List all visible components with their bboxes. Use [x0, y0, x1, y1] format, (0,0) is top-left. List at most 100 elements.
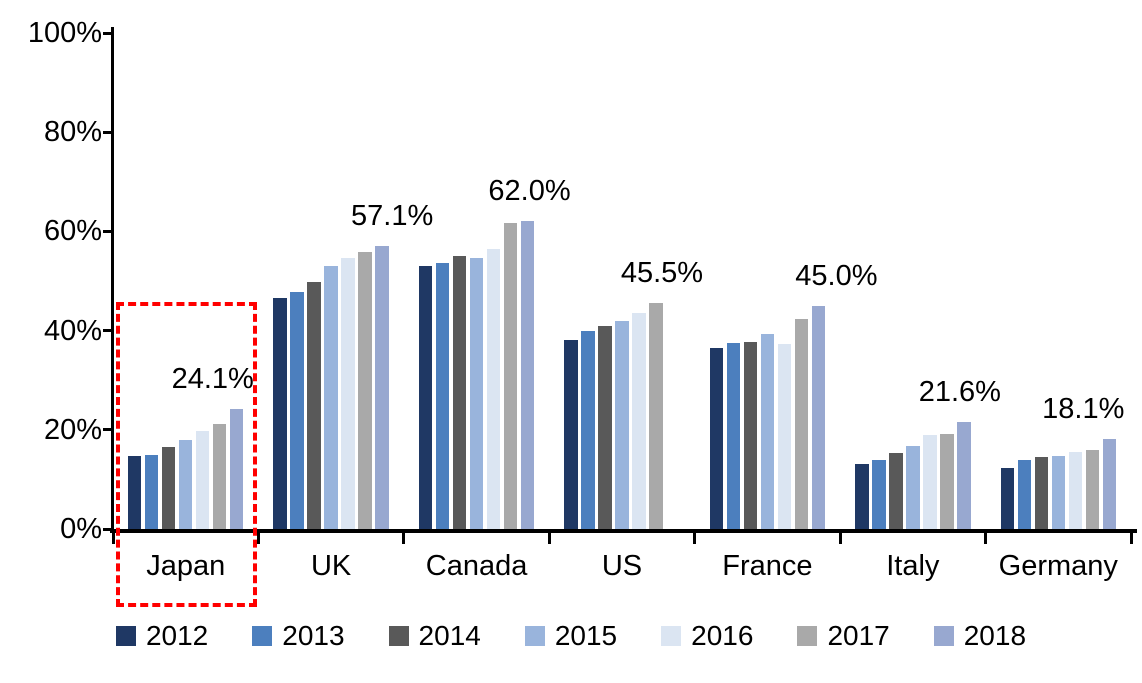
- bar-group-japan: Japan 24.1%: [113, 33, 258, 582]
- bar-france-2015: [760, 334, 775, 529]
- x-tick-mark: [111, 533, 115, 544]
- bar-us-2013: [581, 330, 595, 529]
- legend-item-2014: 2014: [388, 620, 481, 651]
- bar-canada-2017: [503, 223, 518, 529]
- x-tick-mark: [547, 533, 551, 544]
- legend-swatch-2017: [797, 626, 818, 646]
- x-tick-mark: [838, 533, 842, 544]
- bars-japan: [113, 33, 258, 529]
- bar-japan-2017: [212, 424, 227, 529]
- legend-label-2015: 2015: [554, 620, 618, 651]
- y-tick-label-60pct: 60%: [43, 215, 102, 248]
- bar-canada-2018: [520, 221, 535, 529]
- category-label-france: France: [722, 550, 813, 582]
- bar-germany-2018: [1102, 439, 1117, 529]
- category-label-us: US: [601, 550, 643, 582]
- y-tick-label-40pct: 40%: [43, 314, 102, 347]
- legend-swatch-2013: [252, 626, 273, 646]
- bar-italy-2012: [855, 463, 869, 529]
- bar-france-2017: [794, 319, 809, 529]
- bar-japan-2018: [229, 409, 244, 529]
- y-tick-label-80pct: 80%: [43, 116, 102, 149]
- data-label-uk: 57.1%: [351, 199, 434, 232]
- data-label-canada: 62.0%: [488, 175, 571, 208]
- bar-italy-2016: [923, 435, 937, 529]
- bars-canada: [404, 33, 549, 529]
- bar-france-2014: [743, 342, 758, 529]
- legend-swatch-2014: [388, 626, 409, 646]
- x-tick-mark: [984, 533, 988, 544]
- bar-uk-2018: [375, 245, 389, 529]
- legend-item-2016: 2016: [661, 621, 753, 651]
- y-tick-mark: [103, 130, 113, 134]
- bar-group-us: US 45.5%: [549, 33, 703, 582]
- legend-item-2015: 2015: [524, 620, 618, 651]
- bar-germany-2015: [1051, 456, 1066, 529]
- legend-label-2012: 2012: [145, 620, 209, 651]
- legend-swatch-2015: [524, 626, 545, 646]
- category-label-germany: Germany: [998, 550, 1118, 582]
- data-label-france: 45.0%: [795, 259, 878, 292]
- y-tick-mark: [103, 428, 113, 432]
- legend-item-2018: 2018: [933, 620, 1027, 651]
- x-tick-mark: [402, 533, 406, 544]
- bars-france: [695, 33, 840, 529]
- legend-label-2016: 2016: [691, 620, 754, 651]
- y-axis-line: [111, 27, 114, 533]
- bar-canada-2012: [418, 266, 433, 529]
- data-label-germany: 18.1%: [1042, 393, 1125, 426]
- bar-us-2012: [564, 339, 578, 529]
- category-label-italy: Italy: [886, 550, 940, 582]
- japan-highlight-box: [116, 302, 258, 607]
- x-tick-mark: [256, 533, 260, 544]
- bar-italy-2018: [957, 421, 971, 529]
- x-tick-mark: [1129, 533, 1133, 544]
- legend: 2012 2013 2014 2015 2016 2017 2018: [0, 621, 1142, 651]
- bar-uk-2014: [307, 282, 321, 529]
- legend-item-2012: 2012: [115, 620, 209, 651]
- bar-germany-2012: [1000, 467, 1015, 529]
- bar-group-italy: Italy 21.6%: [840, 33, 1001, 582]
- legend-label-2014: 2014: [418, 620, 481, 651]
- data-label-us: 45.5%: [620, 257, 704, 290]
- bar-germany-2016: [1068, 452, 1083, 529]
- bar-canada-2015: [469, 257, 484, 529]
- legend-label-2018: 2018: [963, 620, 1027, 651]
- bar-group-canada: Canada 62.0%: [404, 33, 571, 582]
- bar-japan-2015: [178, 439, 193, 529]
- bar-japan-2014: [161, 446, 176, 529]
- x-tick-mark: [693, 533, 697, 544]
- legend-label-2013: 2013: [282, 620, 345, 651]
- bar-italy-2014: [889, 453, 903, 529]
- bar-us-2016: [632, 312, 646, 529]
- bar-canada-2013: [435, 263, 450, 529]
- legend-item-2017: 2017: [797, 620, 890, 651]
- bar-group-france: France 45.0%: [695, 33, 878, 582]
- bar-france-2018: [811, 305, 826, 529]
- bar-us-2014: [598, 325, 612, 529]
- data-label-italy: 21.6%: [918, 375, 1001, 408]
- bar-group-uk: UK 57.1%: [258, 33, 433, 582]
- y-tick-mark: [103, 31, 113, 35]
- bars-us: [549, 33, 694, 529]
- bar-italy-2015: [906, 445, 920, 529]
- x-axis-line: [110, 529, 1137, 533]
- bar-us-2015: [615, 320, 629, 529]
- category-label-canada: Canada: [425, 550, 528, 582]
- bar-canada-2014: [452, 256, 467, 529]
- bar-uk-2012: [273, 298, 287, 529]
- bar-france-2016: [777, 344, 792, 529]
- legend-label-2017: 2017: [827, 620, 890, 651]
- bar-uk-2015: [324, 265, 338, 529]
- bars-uk: [258, 33, 403, 529]
- data-label-japan: 24.1%: [171, 363, 254, 396]
- bar-germany-2017: [1085, 450, 1100, 529]
- y-tick-label-20pct: 20%: [43, 413, 102, 446]
- bars-italy: [840, 33, 985, 529]
- bar-uk-2017: [358, 252, 372, 529]
- y-tick-mark: [103, 229, 113, 233]
- y-tick-label-0pct: 0%: [60, 513, 102, 545]
- bar-uk-2016: [341, 257, 355, 529]
- legend-swatch-2018: [933, 626, 954, 646]
